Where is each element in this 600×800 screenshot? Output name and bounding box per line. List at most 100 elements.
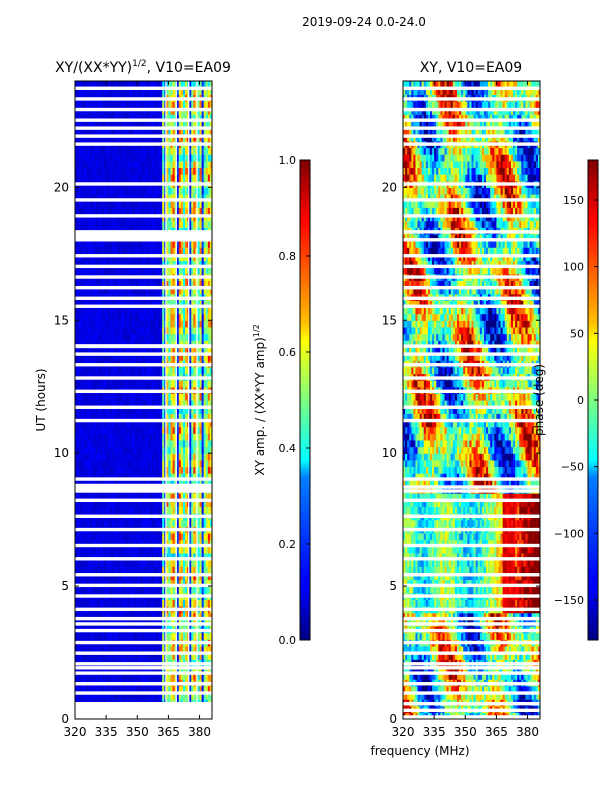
amp-cell: [106, 400, 109, 408]
amp-cell: [122, 685, 126, 694]
amp-cell: [108, 313, 111, 321]
amp-cell: [153, 353, 157, 361]
amp-cell: [147, 612, 151, 620]
amp-cell: [199, 260, 203, 268]
amp-cell: [155, 267, 159, 275]
amp-cell: [143, 433, 147, 441]
amp-cell: [147, 313, 151, 321]
amp-cell: [118, 340, 122, 348]
amp-cell: [203, 300, 207, 308]
amp-cell: [99, 493, 103, 501]
amp-cell: [75, 473, 78, 481]
amp-cell: [135, 333, 138, 341]
amp-cell: [124, 499, 128, 507]
amp-cell: [168, 340, 172, 348]
amp-cell: [153, 532, 157, 541]
amp-cell: [133, 220, 136, 228]
amp-cell: [168, 320, 172, 328]
amp-cell: [205, 645, 209, 654]
amp-cell: [131, 692, 134, 700]
amp-cell: [91, 400, 95, 408]
amp-cell: [201, 586, 205, 594]
amp-cell: [207, 546, 211, 554]
amp-cell: [93, 340, 97, 348]
amp-cell: [197, 466, 201, 474]
amp-cell: [207, 320, 211, 328]
amp-cell: [91, 559, 95, 567]
amp-cell: [99, 552, 103, 561]
amp-cell: [149, 393, 153, 401]
amp-cell: [116, 466, 120, 474]
amp-cell: [189, 546, 192, 554]
amp-cell: [75, 406, 78, 414]
amp-cell: [91, 426, 95, 434]
amp-cell: [209, 313, 212, 321]
amp-cell: [162, 220, 165, 228]
amp-cell: [141, 313, 145, 321]
amp-cell: [114, 340, 118, 348]
amp-cell: [155, 247, 159, 255]
amp-cell: [79, 393, 82, 401]
amp-cell: [97, 300, 101, 308]
amp-cell: [85, 473, 89, 481]
amp-cell: [99, 419, 103, 428]
amp-cell: [81, 566, 84, 574]
amp-cell: [141, 645, 145, 654]
amp-cell: [89, 419, 93, 428]
amp-cell: [91, 413, 95, 421]
amp-cell: [158, 267, 161, 275]
amp-cell: [180, 632, 184, 640]
amp-cell: [145, 366, 149, 375]
amp-cell: [122, 453, 126, 461]
amp-cell: [182, 546, 186, 554]
amp-cell: [124, 220, 128, 228]
amp-cell: [81, 546, 84, 554]
amp-cell: [116, 506, 120, 514]
amp-cell: [137, 340, 140, 348]
amp-cell: [153, 559, 157, 567]
amp-cell: [97, 645, 101, 654]
amp-cell: [83, 552, 86, 561]
amp-cell: [178, 599, 182, 607]
amp-cell: [131, 473, 134, 481]
amp-cell: [153, 426, 157, 434]
amp-cell: [178, 439, 182, 448]
amp-cell: [99, 333, 103, 341]
amp-cell: [112, 400, 116, 408]
amp-cell: [126, 400, 130, 408]
amp-cell: [185, 340, 188, 348]
amp-cell: [93, 333, 97, 341]
amp-cell: [170, 300, 174, 308]
amp-cell: [110, 400, 113, 408]
amp-cell: [95, 586, 99, 594]
amp-cell: [176, 333, 180, 341]
amp-cell: [149, 433, 153, 441]
amp-cell: [131, 320, 134, 328]
amp-cell: [201, 493, 205, 501]
amp-cell: [112, 652, 116, 660]
amp-cell: [124, 346, 128, 355]
amp-cell: [191, 599, 194, 607]
amp-cell: [122, 439, 126, 448]
amp-cell: [145, 459, 149, 468]
amp-cell: [160, 652, 163, 660]
amp-cell: [197, 499, 201, 507]
amp-cell: [93, 599, 97, 607]
amp-cell: [91, 240, 95, 248]
amp-cell: [172, 652, 176, 660]
amp-cell: [207, 446, 211, 454]
amp-cell: [205, 306, 209, 315]
amp-cell: [93, 499, 97, 507]
amp-cell: [83, 306, 86, 315]
amp-cell: [182, 632, 186, 640]
amp-cell: [122, 280, 126, 288]
amp-cell: [172, 446, 176, 454]
amp-cell: [178, 652, 182, 660]
amp-cell: [172, 586, 176, 594]
amp-cell: [116, 685, 120, 694]
amp-cell: [110, 340, 113, 348]
amp-cell: [145, 419, 149, 428]
amp-cell: [160, 326, 163, 335]
amp-cell: [182, 267, 186, 275]
amp-cell: [193, 366, 196, 375]
